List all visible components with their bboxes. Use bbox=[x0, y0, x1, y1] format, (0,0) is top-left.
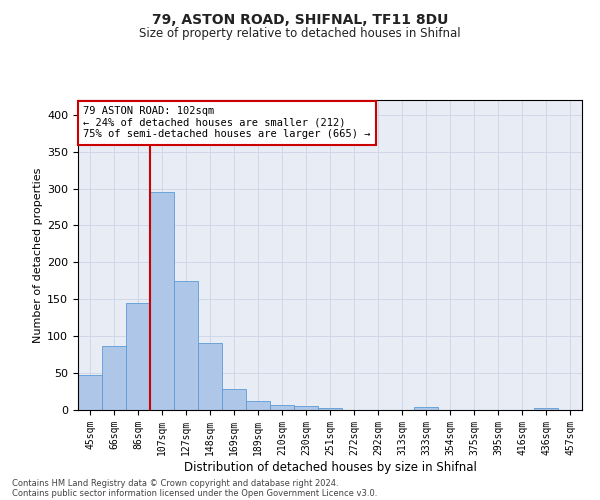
Text: 79 ASTON ROAD: 102sqm
← 24% of detached houses are smaller (212)
75% of semi-det: 79 ASTON ROAD: 102sqm ← 24% of detached … bbox=[83, 106, 371, 140]
Text: Contains HM Land Registry data © Crown copyright and database right 2024.: Contains HM Land Registry data © Crown c… bbox=[12, 478, 338, 488]
Bar bbox=[270, 405, 294, 410]
Bar bbox=[78, 376, 102, 410]
Bar bbox=[534, 408, 558, 410]
Bar bbox=[102, 346, 126, 410]
Bar bbox=[126, 303, 150, 410]
Bar bbox=[318, 408, 342, 410]
Y-axis label: Number of detached properties: Number of detached properties bbox=[33, 168, 43, 342]
Bar bbox=[222, 388, 246, 410]
X-axis label: Distribution of detached houses by size in Shifnal: Distribution of detached houses by size … bbox=[184, 460, 476, 473]
Text: 79, ASTON ROAD, SHIFNAL, TF11 8DU: 79, ASTON ROAD, SHIFNAL, TF11 8DU bbox=[152, 12, 448, 26]
Bar bbox=[198, 343, 222, 410]
Bar bbox=[246, 401, 270, 410]
Bar bbox=[294, 406, 318, 410]
Bar bbox=[414, 407, 438, 410]
Text: Size of property relative to detached houses in Shifnal: Size of property relative to detached ho… bbox=[139, 28, 461, 40]
Text: Contains public sector information licensed under the Open Government Licence v3: Contains public sector information licen… bbox=[12, 488, 377, 498]
Bar bbox=[174, 281, 198, 410]
Bar bbox=[150, 192, 174, 410]
